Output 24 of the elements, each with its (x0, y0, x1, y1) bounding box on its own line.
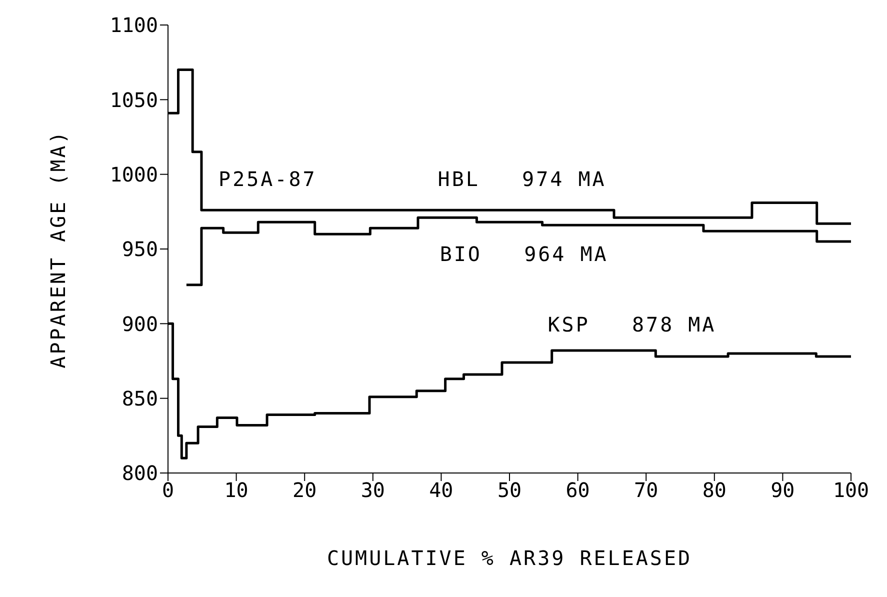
y-tick-label: 900 (122, 312, 158, 336)
y-tick-label: 800 (122, 461, 158, 486)
y-tick-label: 950 (122, 237, 158, 262)
y-tick-label: 1100 (110, 13, 158, 38)
x-tick-label: 70 (634, 478, 658, 502)
x-axis-title: CUMULATIVE % AR39 RELEASED (326, 546, 692, 570)
x-tick-label: 80 (702, 478, 726, 502)
y-axis-title: APPARENT AGE (MA) (46, 130, 70, 368)
x-tick-label: 60 (566, 478, 590, 502)
x-tick-label: 0 (162, 478, 174, 502)
annotation: KSP 878 MA (548, 312, 716, 336)
x-tick-label: 30 (360, 478, 385, 502)
annotation: HBL 974 MA (438, 167, 606, 192)
x-tick-label: 100 (832, 478, 870, 502)
annotation: P25A-87 (218, 167, 317, 192)
y-tick-label: 850 (122, 386, 158, 410)
y-tick-label: 1050 (110, 88, 158, 112)
x-tick-label: 90 (770, 478, 795, 502)
x-tick-label: 40 (429, 478, 454, 502)
x-tick-label: 20 (292, 478, 317, 502)
x-tick-label: 10 (224, 478, 248, 502)
annotation: BIO 964 MA (440, 242, 608, 266)
y-tick-label: 1000 (110, 162, 158, 186)
x-tick-label: 50 (497, 478, 522, 502)
